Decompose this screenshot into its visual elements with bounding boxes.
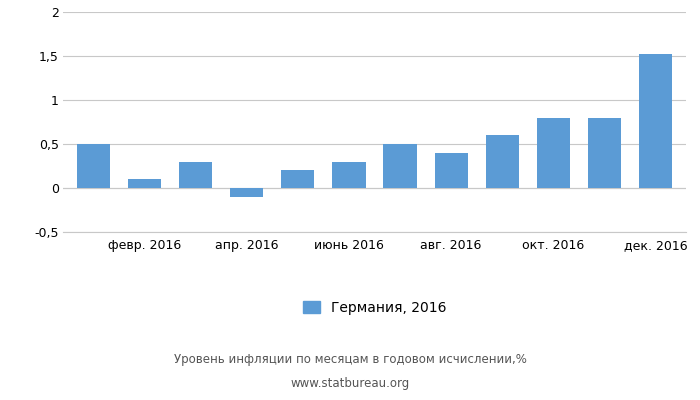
Bar: [332, 162, 365, 188]
Bar: [128, 179, 161, 188]
Bar: [384, 144, 416, 188]
Bar: [435, 153, 468, 188]
Bar: [537, 118, 570, 188]
Legend: Германия, 2016: Германия, 2016: [303, 300, 446, 314]
Bar: [77, 144, 110, 188]
Bar: [179, 162, 212, 188]
Text: Уровень инфляции по месяцам в годовом исчислении,%: Уровень инфляции по месяцам в годовом ис…: [174, 354, 526, 366]
Bar: [588, 118, 621, 188]
Bar: [486, 135, 519, 188]
Bar: [281, 170, 314, 188]
Bar: [230, 188, 263, 197]
Bar: [639, 54, 672, 188]
Text: www.statbureau.org: www.statbureau.org: [290, 378, 410, 390]
